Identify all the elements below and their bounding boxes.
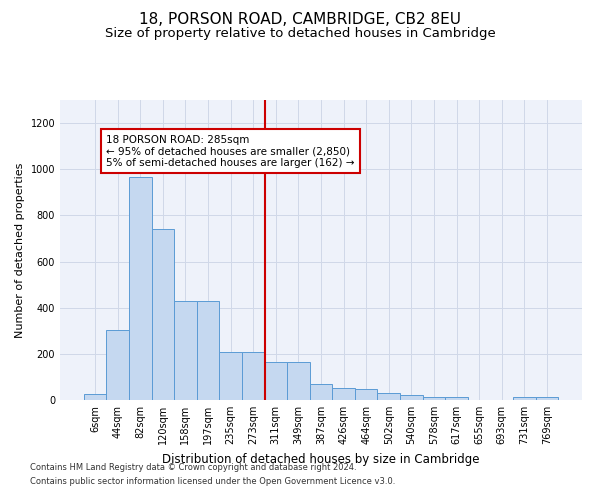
Bar (422, 396, 445, 400)
Text: Contains HM Land Registry data © Crown copyright and database right 2024.: Contains HM Land Registry data © Crown c… (30, 464, 356, 472)
Bar (310, 384, 332, 400)
Bar (106, 330, 129, 400)
Text: 18 PORSON ROAD: 285sqm
← 95% of detached houses are smaller (2,850)
5% of semi-d: 18 PORSON ROAD: 285sqm ← 95% of detached… (106, 134, 355, 168)
Bar (287, 362, 310, 400)
Bar (197, 301, 220, 400)
Bar (242, 352, 265, 400)
Text: Size of property relative to detached houses in Cambridge: Size of property relative to detached ho… (104, 28, 496, 40)
Bar (445, 396, 468, 400)
Bar (536, 396, 558, 400)
Text: 18, PORSON ROAD, CAMBRIDGE, CB2 8EU: 18, PORSON ROAD, CAMBRIDGE, CB2 8EU (139, 12, 461, 28)
Y-axis label: Number of detached properties: Number of detached properties (15, 162, 25, 338)
Bar (220, 352, 242, 400)
Bar (400, 396, 422, 400)
Bar (355, 389, 377, 400)
Bar (152, 229, 174, 400)
Bar (265, 362, 287, 400)
Bar (377, 393, 400, 400)
Text: Contains public sector information licensed under the Open Government Licence v3: Contains public sector information licen… (30, 477, 395, 486)
Bar (174, 301, 197, 400)
Bar (513, 397, 536, 400)
Bar (332, 388, 355, 400)
Bar (84, 394, 106, 400)
X-axis label: Distribution of detached houses by size in Cambridge: Distribution of detached houses by size … (162, 452, 480, 466)
Bar (129, 178, 152, 400)
